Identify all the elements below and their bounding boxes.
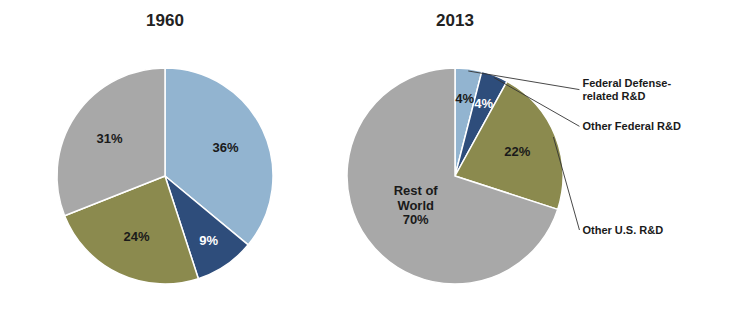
- text-line: Other U.S. R&D: [582, 224, 663, 236]
- text-line: related R&D: [582, 90, 645, 102]
- pie-slice: [347, 68, 558, 284]
- text-line: Federal Defense-: [582, 77, 671, 89]
- data-label: 24%: [123, 229, 149, 244]
- data-label: 70%: [403, 212, 429, 227]
- chart-title: 1960: [146, 11, 184, 30]
- chart-title: 2013: [436, 11, 474, 30]
- leader-line: [553, 137, 579, 230]
- text-line: Other Federal R&D: [582, 120, 680, 132]
- chart-svg: 1960 36% 9% 24% 31% 2013 4% Federal Defense-rel…: [0, 0, 750, 311]
- data-label: 31%: [97, 131, 123, 146]
- pie-chart: 2013 4% Federal Defense-related R&D 4% Other…: [347, 11, 681, 284]
- annotation: Federal Defense-related R&D: [582, 77, 671, 102]
- data-label: 9%: [199, 233, 218, 248]
- pie-chart: 1960 36% 9% 24% 31%: [57, 11, 273, 284]
- leader-line: [494, 78, 579, 127]
- slices: [57, 68, 273, 284]
- chart-container: 1960 36% 9% 24% 31% 2013 4% Federal Defense-rel…: [0, 0, 750, 311]
- data-label: 36%: [213, 140, 239, 155]
- data-label: 4%: [455, 91, 474, 106]
- leader-line: [468, 71, 579, 90]
- slices: [347, 68, 563, 284]
- data-label: 4%: [474, 96, 493, 111]
- pie-slice: [57, 68, 165, 216]
- category-label: Rest ofWorld: [394, 182, 439, 212]
- annotation: Other Federal R&D: [582, 120, 680, 132]
- data-label: 22%: [504, 144, 530, 159]
- background: [0, 0, 750, 311]
- annotation: Other U.S. R&D: [582, 224, 663, 236]
- text-line: Rest of: [394, 182, 439, 197]
- labels: 4% Federal Defense-related R&D 4% Other Fed…: [394, 71, 681, 236]
- text-line: World: [397, 197, 434, 212]
- labels: 36% 9% 24% 31%: [97, 131, 239, 248]
